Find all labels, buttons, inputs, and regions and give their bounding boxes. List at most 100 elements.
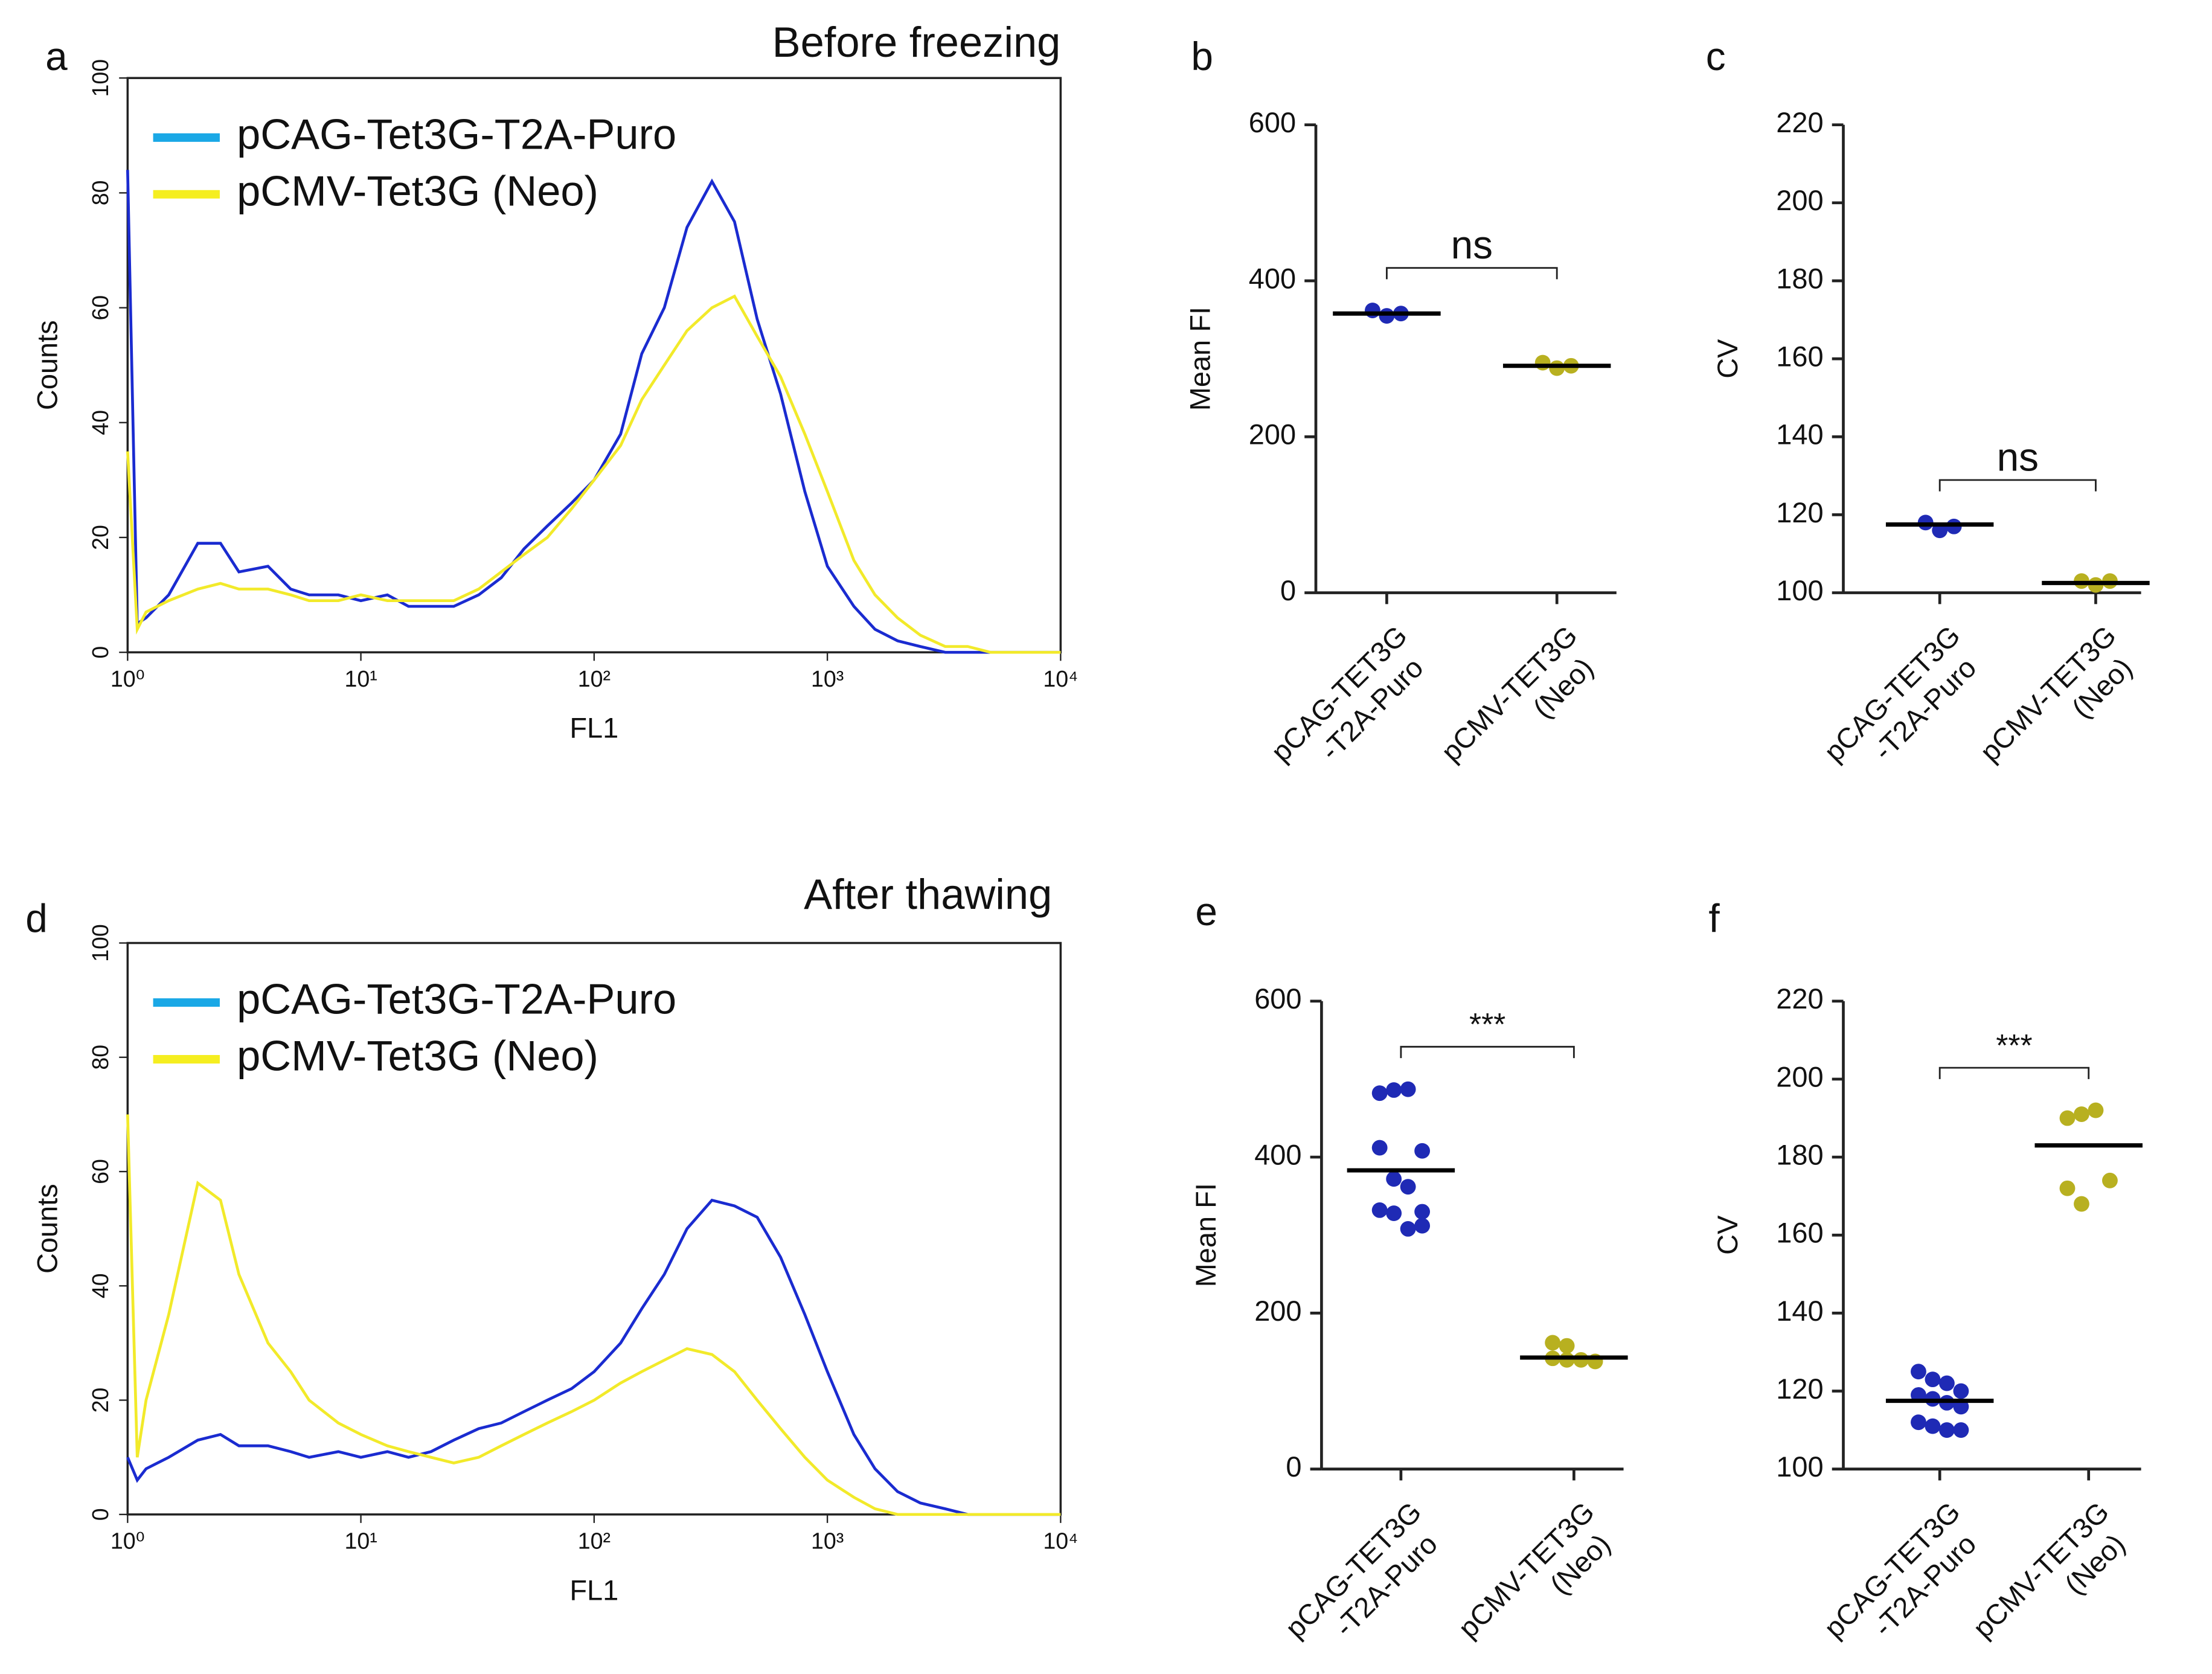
- dot: [1371, 1202, 1388, 1218]
- significance-label: ns: [1451, 222, 1493, 267]
- y-tick-label: 0: [88, 1508, 113, 1521]
- dot: [1938, 1375, 1955, 1391]
- y-axis-label: CV: [1711, 1215, 1743, 1255]
- y-tick-label: 100: [1776, 574, 1823, 606]
- x-tick-label: pCAG-TET3G-T2A-Puro: [1279, 1496, 1452, 1669]
- y-tick-label: 0: [1280, 574, 1296, 606]
- histogram-line: [126, 170, 1061, 654]
- y-tick-label: 180: [1776, 262, 1823, 294]
- y-tick-label: 400: [1254, 1138, 1301, 1170]
- dot: [1414, 1204, 1431, 1220]
- dot: [1559, 1338, 1575, 1354]
- significance-label: ns: [1997, 434, 2039, 479]
- dot: [1925, 1371, 1941, 1388]
- dot: [2088, 1102, 2104, 1118]
- dot: [2059, 1110, 2076, 1126]
- dot: [1559, 1352, 1575, 1368]
- x-tick-label: 10³: [811, 666, 844, 691]
- dot: [1365, 303, 1380, 318]
- panel-label: d: [25, 896, 48, 941]
- dot: [1911, 1364, 1926, 1380]
- x-tick-label: 10⁴: [1043, 1528, 1078, 1554]
- panel-label: b: [1191, 34, 1213, 79]
- x-tick-label: 10¹: [344, 666, 377, 691]
- x-axis-label: FL1: [569, 1574, 618, 1606]
- significance-bracket: [1938, 479, 2097, 492]
- x-tick-label: 10²: [578, 666, 611, 691]
- y-axis-label: CV: [1711, 339, 1743, 379]
- y-tick-label: 140: [1776, 1295, 1823, 1327]
- panel-label: f: [1708, 896, 1720, 941]
- y-tick-label: 120: [1776, 496, 1823, 528]
- y-tick-label: 80: [88, 181, 113, 206]
- y-tick-label: 60: [88, 295, 113, 321]
- y-tick-label: 600: [1254, 983, 1301, 1015]
- x-tick-label: pCAG-TET3G-T2A-Puro: [1818, 1496, 1990, 1669]
- dot: [1400, 1179, 1416, 1195]
- x-tick-label: 10⁴: [1043, 666, 1078, 691]
- y-tick-label: 120: [1776, 1373, 1823, 1405]
- dot: [1414, 1143, 1431, 1159]
- x-tick-label: 10¹: [344, 1528, 377, 1554]
- y-tick-label: 200: [1776, 1060, 1823, 1092]
- dot: [1911, 1414, 1926, 1431]
- legend-label: pCMV-Tet3G (Neo): [237, 167, 598, 214]
- dot: [1386, 1205, 1402, 1221]
- y-tick-label: 600: [1249, 106, 1296, 138]
- dot: [1414, 1217, 1431, 1234]
- chart-title: After thawing: [804, 870, 1052, 918]
- dot: [1953, 1422, 1969, 1438]
- y-tick-label: 140: [1776, 418, 1823, 451]
- dot: [1386, 1082, 1402, 1098]
- significance-bracket: [1938, 1066, 2090, 1079]
- dot: [1371, 1085, 1388, 1102]
- dot: [1953, 1383, 1969, 1399]
- y-tick-label: 0: [88, 646, 113, 659]
- significance-label: ***: [1996, 1028, 2032, 1063]
- dot: [2059, 1180, 2076, 1196]
- panel-label: e: [1195, 889, 1217, 934]
- y-tick-label: 160: [1776, 341, 1823, 373]
- histogram-line: [126, 294, 1061, 654]
- significance-label: ***: [1469, 1007, 1505, 1042]
- x-tick-label: pCMV-TET3G(Neo): [1452, 1496, 1624, 1669]
- y-tick-label: 100: [88, 59, 113, 97]
- y-tick-label: 400: [1249, 262, 1296, 294]
- histogram-line: [126, 1114, 1061, 1516]
- y-tick-label: 200: [1254, 1295, 1301, 1327]
- y-tick-label: 200: [1249, 418, 1296, 451]
- dot: [1549, 360, 1565, 376]
- y-axis-label: Mean FI: [1184, 307, 1216, 411]
- x-tick-label: 10⁰: [111, 666, 145, 691]
- y-tick-label: 60: [88, 1159, 113, 1184]
- y-tick-label: 20: [88, 1388, 113, 1413]
- dot: [1371, 1140, 1388, 1156]
- y-tick-label: 180: [1776, 1138, 1823, 1170]
- chart-title: Before freezing: [772, 18, 1061, 66]
- dot: [1545, 1335, 1561, 1351]
- panel-label: a: [45, 34, 68, 79]
- x-tick-label: pCMV-TET3G(Neo): [1974, 620, 2147, 792]
- dot: [1379, 308, 1395, 324]
- x-tick-label: 10²: [578, 1528, 611, 1554]
- y-tick-label: 100: [1776, 1451, 1823, 1483]
- dot: [1925, 1418, 1941, 1434]
- dot: [1573, 1352, 1589, 1368]
- legend-label: pCAG-Tet3G-T2A-Puro: [237, 110, 676, 158]
- y-tick-label: 20: [88, 525, 113, 550]
- y-tick-label: 40: [88, 410, 113, 435]
- x-tick-label: 10⁰: [111, 1528, 145, 1554]
- dot: [1386, 1171, 1402, 1187]
- histogram-line: [126, 1198, 1061, 1516]
- x-tick-label: pCMV-TET3G(Neo): [1967, 1496, 2140, 1669]
- y-tick-label: 40: [88, 1273, 113, 1298]
- significance-bracket: [1386, 267, 1558, 280]
- y-axis-label: Mean FI: [1190, 1183, 1222, 1287]
- dot: [1400, 1220, 1416, 1237]
- x-tick-label: 10³: [811, 1528, 844, 1554]
- legend-label: pCAG-Tet3G-T2A-Puro: [237, 975, 676, 1023]
- y-tick-label: 220: [1776, 106, 1823, 138]
- x-tick-label: pCMV-TET3G(Neo): [1435, 620, 1608, 792]
